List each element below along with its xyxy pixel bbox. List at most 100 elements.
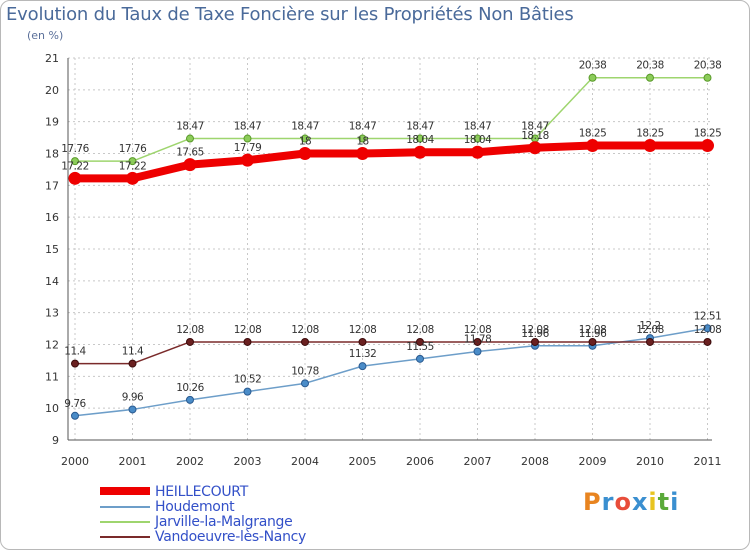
data-label-jarville-2008: 18.47 <box>521 121 549 133</box>
x-tick-label-2000: 2000 <box>61 455 89 468</box>
data-label-jarville-2000: 17.76 <box>61 143 89 155</box>
data-point-heillecourt-2000 <box>68 171 82 185</box>
logo-letter: i <box>648 488 658 516</box>
data-point-heillecourt-2003 <box>241 153 254 167</box>
data-point-vandoeuvre-2006 <box>416 337 424 346</box>
y-tick-label-17: 17 <box>45 179 59 192</box>
legend-swatch-vandoeuvre <box>100 536 150 538</box>
x-tick-label-2011: 2011 <box>694 455 722 468</box>
logo-letter: P <box>583 488 602 516</box>
data-label-heillecourt-2005: 18 <box>356 136 368 148</box>
data-label-houdemont-2009: 11.96 <box>579 328 607 340</box>
data-point-jarville-2004 <box>301 134 309 143</box>
data-point-vandoeuvre-2005 <box>358 337 367 346</box>
series-line-vandoeuvre <box>74 341 709 365</box>
data-label-vandoeuvre-2001: 11.4 <box>122 346 144 358</box>
legend-label-heillecourt: HEILLECOURT <box>155 484 248 500</box>
legend-label-houdemont: Houdemont <box>155 499 235 515</box>
x-tick-label-2007: 2007 <box>464 455 492 468</box>
data-label-jarville-2005: 18.47 <box>349 121 377 133</box>
data-label-heillecourt-2007: 18.04 <box>464 134 492 146</box>
data-point-houdemont-2006 <box>416 354 424 363</box>
y-tick-label-21: 21 <box>45 52 59 65</box>
legend-label-vandoeuvre: Vandoeuvre-lès-Nancy <box>155 529 307 545</box>
series-line-jarville <box>74 76 709 162</box>
data-label-vandoeuvre-2011: 12.08 <box>694 324 722 336</box>
data-label-jarville-2006: 18.47 <box>406 121 434 133</box>
data-point-houdemont-2007 <box>473 347 482 356</box>
data-point-heillecourt-2009 <box>586 139 599 153</box>
data-label-houdemont-2011: 12.51 <box>694 310 722 322</box>
x-tick-label-2001: 2001 <box>119 455 147 468</box>
data-point-houdemont-2003 <box>243 387 252 396</box>
data-point-jarville-2001 <box>128 157 137 166</box>
legend-label-jarville: Jarville-la-Malgrange <box>155 514 293 530</box>
data-point-houdemont-2011 <box>703 324 712 333</box>
data-label-heillecourt-2011: 18.25 <box>694 128 722 140</box>
data-point-vandoeuvre-2007 <box>473 337 482 346</box>
data-label-heillecourt-2002: 17.65 <box>176 147 204 159</box>
data-label-jarville-2003: 18.47 <box>234 121 262 133</box>
data-label-houdemont-2005: 11.32 <box>349 348 377 360</box>
y-tick-label-11: 11 <box>45 370 59 383</box>
data-label-jarville-2001: 17.76 <box>119 143 147 155</box>
data-label-vandoeuvre-2002: 12.08 <box>176 324 204 336</box>
data-label-houdemont-2000: 9.76 <box>64 398 86 410</box>
y-tick-label-13: 13 <box>45 307 59 320</box>
y-tick-label-9: 9 <box>52 434 59 447</box>
data-point-jarville-2000 <box>71 157 79 166</box>
proxiti-logo: Proxiti <box>583 488 679 516</box>
data-label-vandoeuvre-2007: 12.08 <box>464 324 492 336</box>
chart-title: Evolution du Taux de Taxe Foncière sur l… <box>6 4 574 25</box>
data-point-jarville-2002 <box>186 134 194 143</box>
y-tick-label-20: 20 <box>45 84 59 97</box>
data-point-jarville-2009 <box>588 73 597 82</box>
logo-letter: o <box>614 488 632 516</box>
data-label-jarville-2011: 20.38 <box>694 60 722 72</box>
series-line-houdemont <box>74 327 709 417</box>
data-point-heillecourt-2010 <box>643 139 657 153</box>
data-point-jarville-2010 <box>646 73 654 82</box>
data-point-heillecourt-2011 <box>701 139 714 153</box>
data-point-heillecourt-2007 <box>471 145 484 159</box>
data-label-houdemont-2004: 10.78 <box>291 365 319 377</box>
data-label-heillecourt-2009: 18.25 <box>579 128 607 140</box>
data-label-heillecourt-2008: 18.18 <box>521 130 549 142</box>
data-label-houdemont-2007: 11.78 <box>464 334 492 346</box>
data-label-vandoeuvre-2005: 12.08 <box>349 324 377 336</box>
data-point-vandoeuvre-2008 <box>531 337 539 346</box>
y-tick-label-19: 19 <box>45 116 59 129</box>
y-axis-unit: (en %) <box>27 29 64 42</box>
x-tick-label-2010: 2010 <box>636 455 664 468</box>
data-point-jarville-2003 <box>243 134 252 143</box>
data-label-vandoeuvre-2010: 12.08 <box>636 324 664 336</box>
data-point-heillecourt-2005 <box>356 147 369 160</box>
x-tick-label-2008: 2008 <box>521 455 549 468</box>
y-tick-label-15: 15 <box>45 243 59 256</box>
data-point-vandoeuvre-2009 <box>588 337 597 346</box>
data-point-heillecourt-2002 <box>183 158 197 172</box>
data-point-heillecourt-2001 <box>126 171 139 185</box>
data-label-vandoeuvre-2008: 12.08 <box>521 324 549 336</box>
data-point-houdemont-2002 <box>186 395 194 404</box>
data-label-heillecourt-2010: 18.25 <box>636 128 664 140</box>
data-point-heillecourt-2006 <box>413 145 427 159</box>
data-label-houdemont-2010: 12.2 <box>639 320 660 332</box>
data-point-vandoeuvre-2000 <box>71 359 79 368</box>
data-label-vandoeuvre-2000: 11.4 <box>64 346 86 358</box>
data-point-vandoeuvre-2002 <box>186 337 194 346</box>
data-point-jarville-2006 <box>416 134 424 143</box>
data-point-vandoeuvre-2003 <box>243 337 252 346</box>
logo-letter: i <box>670 488 680 516</box>
data-point-houdemont-2000 <box>71 411 79 420</box>
data-label-heillecourt-2000: 17.22 <box>61 160 89 172</box>
data-label-vandoeuvre-2004: 12.08 <box>291 324 319 336</box>
series-line-heillecourt <box>71 141 712 183</box>
data-point-vandoeuvre-2001 <box>128 359 137 368</box>
legend-swatch-jarville <box>100 521 150 523</box>
y-tick-label-18: 18 <box>45 148 59 161</box>
data-label-houdemont-2001: 9.96 <box>122 391 144 403</box>
data-point-heillecourt-2004 <box>298 147 312 160</box>
data-label-vandoeuvre-2003: 12.08 <box>234 324 262 336</box>
data-label-houdemont-2008: 11.96 <box>521 328 549 340</box>
